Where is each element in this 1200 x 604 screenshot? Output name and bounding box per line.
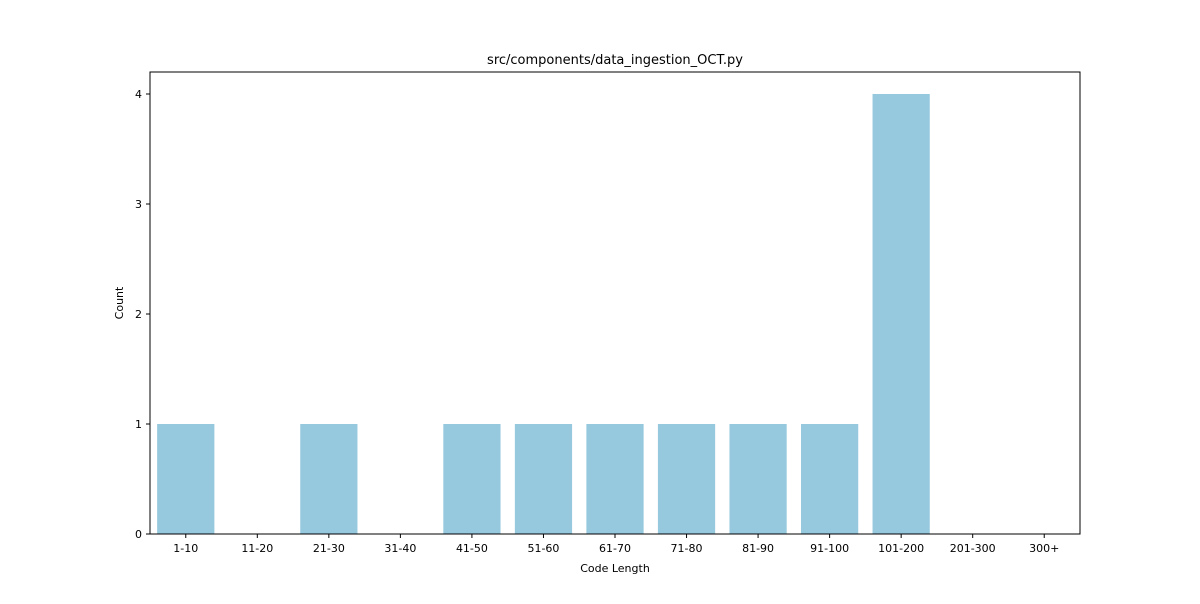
bar-61-70 xyxy=(586,424,644,534)
bar-81-90 xyxy=(729,424,787,534)
bar-71-80 xyxy=(657,424,716,534)
y-tick-label: 4 xyxy=(135,88,142,101)
x-tick-label: 31-40 xyxy=(384,542,416,555)
x-tick-label: 81-90 xyxy=(742,542,774,555)
bar-41-50 xyxy=(443,424,501,534)
y-tick-label: 3 xyxy=(135,198,142,211)
y-tick-label: 2 xyxy=(135,308,142,321)
bar-1-10 xyxy=(157,424,215,534)
x-tick-label: 101-200 xyxy=(878,542,924,555)
y-axis-label: Count xyxy=(113,286,126,319)
y-tick-label: 0 xyxy=(135,528,142,541)
chart-title: src/components/data_ingestion_OCT.py xyxy=(487,53,743,68)
x-tick-label: 201-300 xyxy=(950,542,996,555)
x-axis-label: Code Length xyxy=(580,562,650,575)
y-tick-label: 1 xyxy=(135,418,142,431)
bar-91-100 xyxy=(801,424,859,534)
bars-layer xyxy=(157,94,930,534)
x-tick-label: 41-50 xyxy=(456,542,488,555)
y-axis: 0 1 2 3 4 xyxy=(135,88,150,541)
x-tick-label: 11-20 xyxy=(241,542,273,555)
x-tick-label: 61-70 xyxy=(599,542,631,555)
x-tick-label: 71-80 xyxy=(671,542,703,555)
x-tick-label: 300+ xyxy=(1029,542,1059,555)
x-tick-label: 21-30 xyxy=(313,542,345,555)
x-axis: 1-10 11-20 21-30 31-40 41-50 51-60 61-70 71-80 8… xyxy=(173,534,1059,555)
bar-21-30 xyxy=(300,424,358,534)
bar-51-60 xyxy=(514,424,573,534)
x-tick-label: 1-10 xyxy=(173,542,198,555)
x-tick-label: 51-60 xyxy=(527,542,559,555)
bar-101-200 xyxy=(872,94,930,534)
x-tick-label: 91-100 xyxy=(810,542,849,555)
